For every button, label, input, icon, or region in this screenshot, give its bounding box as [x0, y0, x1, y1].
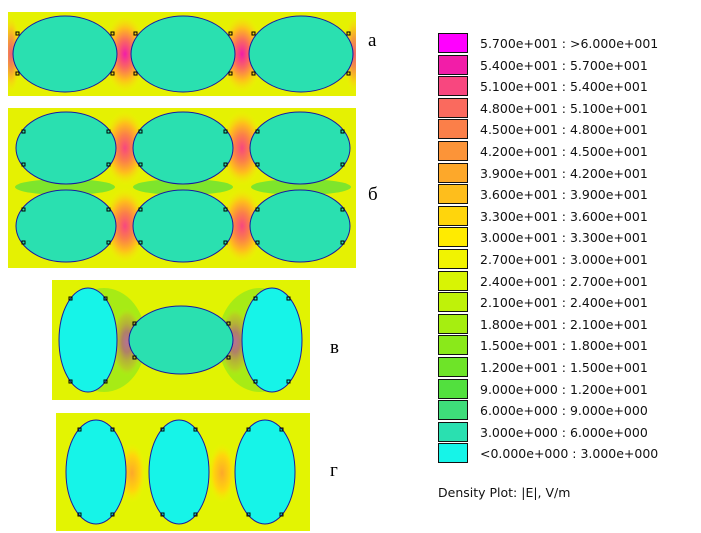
legend-range-label: 3.000e+001 : 3.300e+001: [480, 230, 648, 246]
legend-range-label: 2.700e+001 : 3.000e+001: [480, 252, 648, 267]
panel-label-d: г: [330, 460, 338, 481]
ellipse-a1: [12, 15, 118, 93]
ellipse-c2: [128, 305, 234, 375]
legend-row: 4.200e+001 : 4.500e+001: [438, 141, 701, 162]
field-plot-b: [8, 108, 356, 268]
legend-swatch: [438, 184, 468, 205]
field-plot-d: [56, 413, 310, 531]
legend-range-label: 1.800e+001 : 2.100e+001: [480, 316, 648, 332]
legend-range-label: 4.200e+001 : 4.500e+001: [480, 144, 648, 159]
legend-row: 1.800e+001 : 2.100e+001: [438, 313, 701, 335]
legend-range-label: 1.500e+001 : 1.800e+001: [480, 338, 648, 354]
legend-swatch: [438, 76, 468, 97]
legend-range-label: <0.000e+000 : 3.000e+000: [480, 446, 659, 462]
legend-range-label: 3.000e+000 : 6.000e+000: [480, 424, 648, 440]
legend-swatch: [438, 33, 468, 53]
legend-range-label: 5.100e+001 : 5.400e+001: [480, 79, 648, 95]
legend-row: 3.900e+001 : 4.200e+001: [438, 162, 701, 184]
legend-row: 4.500e+001 : 4.800e+001: [438, 119, 701, 140]
panel-c: [52, 280, 310, 400]
legend-swatch: [438, 357, 468, 377]
legend-swatch: [438, 97, 468, 118]
panel-label-a: а: [368, 30, 377, 51]
ellipse-b6: [249, 189, 351, 263]
legend-swatch: [438, 421, 468, 442]
ellipse-b3: [249, 111, 351, 185]
legend-range-label: 3.600e+001 : 3.900e+001: [480, 187, 648, 203]
legend-row: 3.300e+001 : 3.600e+001: [438, 205, 701, 227]
ellipse-b4: [15, 189, 117, 263]
legend-swatch: [438, 270, 468, 291]
legend-swatch: [438, 162, 468, 183]
legend-swatch: [438, 249, 468, 269]
legend-row: 9.000e+000 : 1.200e+001: [438, 378, 701, 400]
legend-range-label: 2.400e+001 : 2.700e+001: [480, 273, 648, 289]
legend-row: 3.600e+001 : 3.900e+001: [438, 184, 701, 205]
legend-row: <0.000e+000 : 3.000e+000: [438, 443, 701, 464]
legend-row: 5.700e+001 : >6.000e+001: [438, 33, 701, 54]
legend-range-label: 1.200e+001 : 1.500e+001: [480, 360, 648, 375]
legend-row: 5.100e+001 : 5.400e+001: [438, 76, 701, 97]
legend-range-label: 4.800e+001 : 5.100e+001: [480, 100, 648, 116]
legend-swatch: [438, 205, 468, 226]
legend-range-label: 3.300e+001 : 3.600e+001: [480, 208, 648, 224]
legend-swatch: [438, 119, 468, 140]
legend-swatch: [438, 227, 468, 248]
field-plot-c: [52, 280, 310, 400]
legend-row: 1.500e+001 : 1.800e+001: [438, 335, 701, 356]
ellipse-b1: [15, 111, 117, 185]
ellipse-c3: [241, 287, 303, 393]
legend-range-label: 2.100e+001 : 2.400e+001: [480, 295, 648, 311]
panel-a: [8, 12, 356, 96]
legend-row: 3.000e+000 : 6.000e+000: [438, 421, 701, 443]
legend-range-label: 9.000e+000 : 1.200e+001: [480, 381, 648, 397]
legend-range-label: 5.400e+001 : 5.700e+001: [480, 57, 648, 73]
legend-row: 2.700e+001 : 3.000e+001: [438, 249, 701, 270]
legend-swatch: [438, 443, 468, 464]
legend-swatch: [438, 400, 468, 421]
ellipse-b2: [132, 111, 234, 185]
legend-range-label: 4.500e+001 : 4.800e+001: [480, 122, 648, 138]
ellipse-a3: [248, 15, 354, 93]
panel-d: [56, 413, 310, 531]
ellipse-a2: [130, 15, 236, 93]
field-plot-a: [8, 12, 356, 96]
legend-range-label: 5.700e+001 : >6.000e+001: [480, 36, 659, 51]
legend-row: 6.000e+000 : 9.000e+000: [438, 400, 701, 421]
legend-caption: Density Plot: |E|, V/m: [438, 485, 571, 500]
legend-row: 4.800e+001 : 5.100e+001: [438, 97, 701, 119]
legend-swatch: [438, 141, 468, 161]
legend-swatch: [438, 54, 468, 75]
ellipse-d1: [65, 419, 127, 525]
ellipse-c1: [58, 287, 118, 393]
legend-row: 3.000e+001 : 3.300e+001: [438, 227, 701, 248]
ellipse-b5: [132, 189, 234, 263]
legend-row: 2.100e+001 : 2.400e+001: [438, 292, 701, 313]
legend-swatch: [438, 292, 468, 313]
legend-range-label: 3.900e+001 : 4.200e+001: [480, 165, 648, 181]
legend-range-label: 6.000e+000 : 9.000e+000: [480, 403, 648, 419]
legend-swatch: [438, 378, 468, 399]
legend-swatch: [438, 313, 468, 334]
panel-label-c: в: [330, 337, 339, 358]
legend-row: 2.400e+001 : 2.700e+001: [438, 270, 701, 292]
legend-swatch: [438, 335, 468, 356]
panel-b: [8, 108, 356, 268]
legend-row: 5.400e+001 : 5.700e+001: [438, 54, 701, 76]
legend-row: 1.200e+001 : 1.500e+001: [438, 357, 701, 378]
ellipse-d2: [148, 419, 210, 525]
ellipse-d3: [234, 419, 296, 525]
panel-label-b: б: [368, 184, 378, 205]
